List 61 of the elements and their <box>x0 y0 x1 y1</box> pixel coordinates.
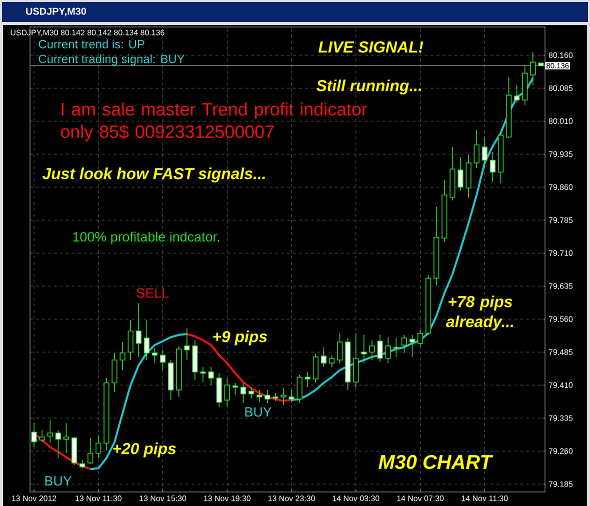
candlestick <box>224 378 230 408</box>
candlestick <box>112 352 118 393</box>
candlestick <box>385 336 391 364</box>
candlestick <box>482 136 488 164</box>
candlestick <box>136 302 142 358</box>
candlestick <box>144 320 150 360</box>
candlestick <box>152 348 158 364</box>
annotation: +9 pips <box>213 330 268 346</box>
candlestick <box>312 353 318 384</box>
candlestick <box>296 374 302 404</box>
candlestick <box>184 327 190 360</box>
candlestick <box>514 84 520 104</box>
annotation: Just look how FAST signals... <box>42 168 265 182</box>
candlestick <box>120 342 126 371</box>
candlestick <box>160 349 166 371</box>
annotation: 100% profitable indcator. <box>73 232 220 244</box>
candlestick <box>393 338 399 358</box>
candlestick <box>490 152 496 183</box>
candlestick <box>401 334 407 354</box>
candlestick <box>417 330 424 348</box>
annotation: BUY <box>245 407 272 417</box>
candlestick <box>200 366 206 382</box>
candlestick <box>280 388 286 406</box>
annotation: Current trend is: UP <box>38 40 144 48</box>
candlestick <box>328 354 335 368</box>
candlestick <box>55 430 61 459</box>
candlestick <box>47 420 53 444</box>
candlestick <box>272 392 278 402</box>
candlestick <box>530 52 536 86</box>
annotation: +78 pips already... <box>446 296 514 330</box>
candlestick <box>128 320 134 360</box>
annotation: LIVE SIGNAL! <box>318 41 424 53</box>
candlestick <box>458 156 464 191</box>
candlestick <box>336 332 343 364</box>
candlestick <box>409 334 416 358</box>
candlestick <box>377 334 383 363</box>
candlestick <box>232 382 238 396</box>
annotation: Current trading signal: BUY <box>38 54 185 66</box>
candlestick <box>474 130 480 169</box>
candlestick <box>63 422 70 454</box>
candlestick <box>304 371 310 388</box>
candlestick <box>96 434 102 459</box>
candlestick <box>320 346 327 368</box>
candlestick <box>369 340 375 360</box>
candlestick <box>208 366 214 386</box>
candlestick <box>256 390 262 403</box>
annotation: I am sale master Trend profit indicator only 85$ 00923312500007 <box>60 102 368 142</box>
candlestick <box>288 390 294 403</box>
annotation: M30 CHART <box>378 454 494 470</box>
chart-title: USDJPY,M30 <box>26 8 86 16</box>
annotation: BUY <box>45 476 72 486</box>
candlestick <box>39 430 45 442</box>
annotation: +20 pips <box>113 442 176 458</box>
candlestick <box>88 437 94 464</box>
annotation: SELL <box>136 288 169 298</box>
candlestick <box>240 382 246 404</box>
annotation: Still running... <box>316 80 422 94</box>
candlestick <box>248 386 254 399</box>
candlestick <box>353 332 359 389</box>
candlestick <box>361 334 367 364</box>
candlestick <box>264 390 270 404</box>
